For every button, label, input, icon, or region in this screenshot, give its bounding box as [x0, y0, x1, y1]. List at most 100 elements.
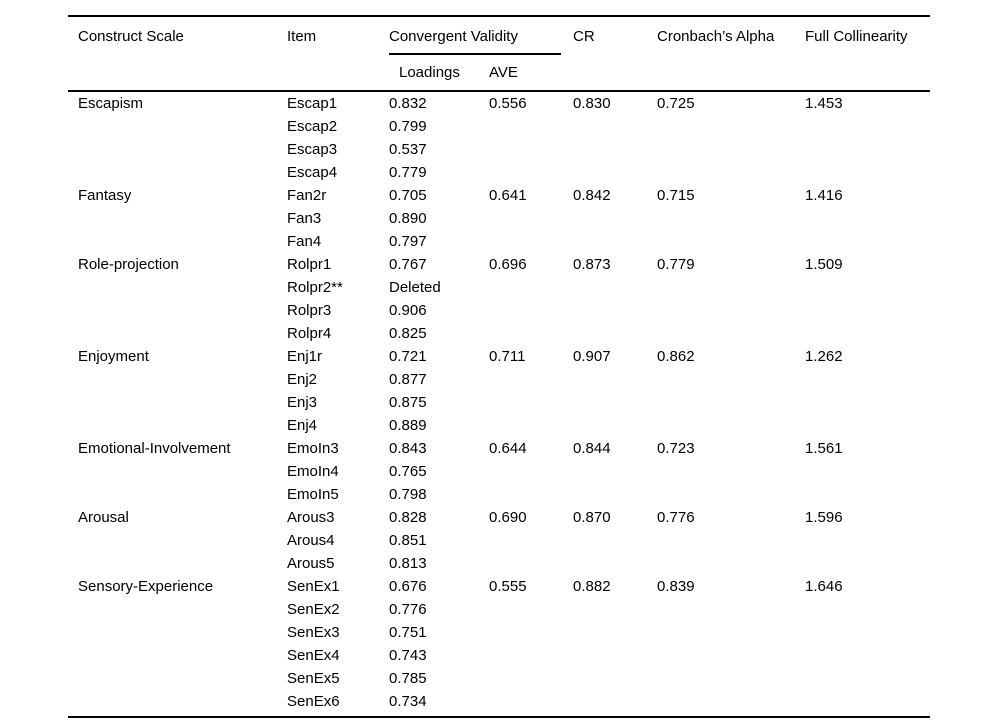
cr-cell — [573, 322, 657, 345]
ave-cell — [489, 207, 573, 230]
alpha-cell — [657, 138, 805, 161]
cr-cell: 0.844 — [573, 440, 611, 457]
cr-cell — [573, 161, 657, 184]
ave-cell: 0.556 — [489, 95, 527, 112]
ave-cell — [489, 115, 573, 138]
loading-cell: 0.813 — [389, 555, 427, 572]
loading-cell: 0.751 — [389, 624, 427, 641]
item-cell: EmoIn5 — [287, 486, 339, 503]
cr-cell — [573, 276, 657, 299]
alpha-cell: 0.725 — [657, 95, 695, 112]
ave-cell: 0.690 — [489, 509, 527, 526]
cr-cell — [573, 414, 657, 437]
loading-cell: 0.776 — [389, 601, 427, 618]
construct-cell — [68, 414, 287, 437]
table-row: Rolpr3 0.906 — [68, 299, 930, 322]
item-cell: SenEx4 — [287, 647, 340, 664]
loading-cell: 0.743 — [389, 647, 427, 664]
table-row: Fan3 0.890 — [68, 207, 930, 230]
cr-cell — [573, 621, 657, 644]
item-cell: EmoIn4 — [287, 463, 339, 480]
table-row: SenEx6 0.734 — [68, 690, 930, 717]
ave-cell — [489, 529, 573, 552]
item-cell: SenEx3 — [287, 624, 340, 641]
table-row: Enj2 0.877 — [68, 368, 930, 391]
collinearity-cell — [805, 690, 930, 717]
collinearity-cell — [805, 230, 930, 253]
ave-cell — [489, 598, 573, 621]
collinearity-cell — [805, 483, 930, 506]
collinearity-cell: 1.646 — [805, 578, 843, 595]
alpha-cell — [657, 391, 805, 414]
collinearity-cell — [805, 667, 930, 690]
construct-cell — [68, 644, 287, 667]
cr-cell — [573, 391, 657, 414]
ave-cell — [489, 230, 573, 253]
collinearity-cell: 1.453 — [805, 95, 843, 112]
ave-cell — [489, 414, 573, 437]
loading-cell: 0.799 — [389, 118, 427, 135]
header-construct-scale: Construct Scale — [78, 28, 184, 45]
ave-cell — [489, 460, 573, 483]
collinearity-cell — [805, 414, 930, 437]
header-row-sub: Loadings AVE — [68, 55, 930, 91]
loading-cell: 0.906 — [389, 302, 427, 319]
construct-cell — [68, 230, 287, 253]
alpha-cell — [657, 276, 805, 299]
construct-cell — [68, 322, 287, 345]
item-cell: SenEx2 — [287, 601, 340, 618]
item-cell: Escap1 — [287, 95, 338, 112]
alpha-cell: 0.862 — [657, 348, 695, 365]
table-row: Enj4 0.889 — [68, 414, 930, 437]
cr-cell — [573, 690, 657, 717]
loading-cell: 0.797 — [389, 233, 427, 250]
table-row: Escap2 0.799 — [68, 115, 930, 138]
collinearity-cell — [805, 322, 930, 345]
collinearity-cell: 1.561 — [805, 440, 843, 457]
header-item: Item — [287, 28, 317, 45]
table-row: SenEx5 0.785 — [68, 667, 930, 690]
alpha-cell — [657, 161, 805, 184]
loading-cell: 0.676 — [389, 578, 427, 595]
item-cell: Escap4 — [287, 164, 338, 181]
ave-cell — [489, 322, 573, 345]
alpha-cell: 0.776 — [657, 509, 695, 526]
table-row: Emotional-Involvement EmoIn3 0.843 0.644 0.8… — [68, 437, 930, 460]
item-cell: Enj1r — [287, 348, 323, 365]
collinearity-cell — [805, 598, 930, 621]
header-convergent-validity: Convergent Validity — [389, 16, 573, 55]
header-cronbachs-alpha: Cronbach’s Alpha — [657, 28, 775, 45]
ave-cell — [489, 667, 573, 690]
collinearity-cell — [805, 368, 930, 391]
collinearity-cell — [805, 391, 930, 414]
ave-cell — [489, 391, 573, 414]
construct-cell — [68, 483, 287, 506]
header-full-collinearity: Full Collinearity — [805, 28, 908, 45]
loading-cell: Deleted — [389, 279, 441, 296]
cr-cell: 0.873 — [573, 256, 611, 273]
loading-cell: 0.890 — [389, 210, 427, 227]
cr-cell — [573, 460, 657, 483]
alpha-cell — [657, 529, 805, 552]
construct-cell: Role-projection — [78, 256, 179, 273]
alpha-cell — [657, 621, 805, 644]
ave-cell: 0.641 — [489, 187, 527, 204]
cr-cell — [573, 529, 657, 552]
construct-cell — [68, 391, 287, 414]
table-row: Rolpr2** Deleted — [68, 276, 930, 299]
construct-cell — [68, 621, 287, 644]
table-row: SenEx2 0.776 — [68, 598, 930, 621]
alpha-cell — [657, 598, 805, 621]
header-loadings: Loadings — [399, 64, 460, 81]
table-body: Escapism Escap1 0.832 0.556 0.830 0.725 1.453 E… — [68, 91, 930, 717]
item-cell: Rolpr1 — [287, 256, 332, 273]
collinearity-cell — [805, 460, 930, 483]
loading-cell: 0.767 — [389, 256, 427, 273]
construct-cell: Enjoyment — [78, 348, 149, 365]
item-cell: Escap3 — [287, 141, 338, 158]
loading-cell: 0.779 — [389, 164, 427, 181]
collinearity-cell — [805, 552, 930, 575]
table-row: SenEx4 0.743 — [68, 644, 930, 667]
loading-cell: 0.875 — [389, 394, 427, 411]
collinearity-cell — [805, 138, 930, 161]
